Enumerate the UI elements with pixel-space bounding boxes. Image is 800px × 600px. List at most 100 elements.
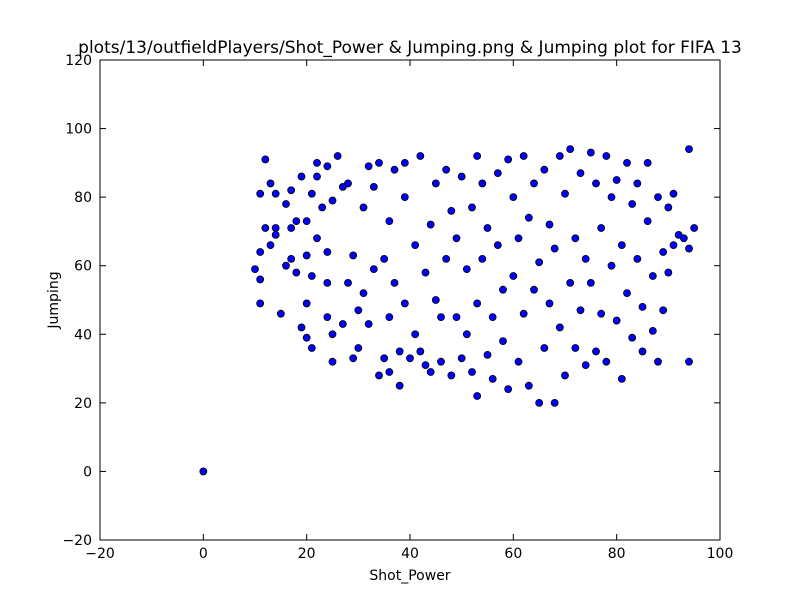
data-point — [509, 272, 518, 280]
y-tick-label: 60 — [74, 259, 92, 275]
data-point — [261, 155, 270, 164]
data-point — [406, 354, 414, 363]
data-point — [571, 344, 580, 352]
data-point — [550, 244, 559, 253]
data-point — [571, 234, 580, 243]
data-point — [411, 330, 420, 339]
data-point — [266, 241, 275, 250]
data-point — [282, 200, 290, 208]
data-point — [369, 182, 378, 191]
data-point — [199, 467, 208, 476]
data-point — [390, 278, 399, 287]
data-point — [256, 275, 265, 284]
data-point — [421, 361, 430, 370]
data-point — [328, 357, 337, 366]
data-point — [478, 254, 487, 263]
data-point — [612, 316, 621, 325]
data-point — [654, 357, 662, 366]
data-point — [597, 224, 606, 232]
data-point — [292, 217, 301, 226]
data-point — [524, 381, 533, 390]
data-point — [493, 241, 502, 250]
data-point — [519, 152, 528, 160]
data-point — [638, 302, 647, 311]
data-point — [664, 268, 673, 277]
data-point — [643, 217, 652, 226]
data-point — [468, 368, 476, 376]
data-point — [385, 313, 394, 322]
data-point — [473, 299, 482, 308]
data-point — [421, 268, 430, 277]
data-point — [628, 333, 637, 342]
data-point — [452, 234, 461, 243]
data-point — [555, 152, 564, 160]
data-point — [514, 234, 523, 243]
x-axis-label: Shot_Power — [369, 568, 450, 584]
data-point — [287, 224, 296, 232]
x-tick-label: 40 — [401, 546, 419, 562]
data-point — [654, 193, 662, 202]
data-point — [659, 306, 668, 315]
data-point — [271, 224, 280, 232]
data-point — [266, 179, 275, 188]
data-point — [307, 344, 316, 352]
data-point — [313, 234, 321, 243]
data-point — [679, 234, 688, 243]
data-point — [685, 244, 693, 253]
data-point — [431, 179, 440, 188]
data-point — [545, 220, 554, 229]
data-point — [364, 162, 373, 171]
data-point — [302, 333, 311, 342]
data-point — [271, 189, 280, 198]
data-point — [473, 152, 482, 160]
data-point — [256, 189, 265, 198]
data-point — [623, 158, 631, 167]
data-point — [504, 385, 513, 394]
data-point — [685, 145, 693, 154]
data-point — [550, 398, 559, 407]
data-point — [349, 251, 358, 260]
x-tick-label: −20 — [85, 546, 115, 562]
data-point — [447, 206, 456, 215]
data-point — [426, 368, 435, 376]
data-point — [488, 374, 497, 383]
data-point — [307, 272, 316, 280]
y-tick-label: 80 — [74, 190, 92, 206]
x-tick-label: 80 — [608, 546, 626, 562]
data-point — [457, 172, 466, 181]
data-point — [400, 158, 409, 167]
data-point — [307, 189, 316, 198]
data-point — [292, 268, 301, 277]
data-point — [602, 152, 611, 160]
y-tick-label: 120 — [65, 53, 92, 69]
y-tick-label: 40 — [74, 327, 92, 343]
data-point — [586, 278, 595, 287]
data-point — [411, 241, 420, 250]
data-point — [323, 248, 332, 256]
data-point — [514, 357, 523, 366]
data-point — [462, 265, 471, 274]
data-point — [328, 330, 337, 339]
data-point — [623, 289, 631, 298]
data-point — [302, 217, 311, 226]
data-point — [483, 224, 492, 232]
data-point — [380, 254, 389, 263]
data-point — [643, 158, 652, 167]
data-point — [364, 320, 373, 328]
data-point — [385, 368, 394, 376]
data-point — [499, 285, 507, 294]
data-point — [648, 272, 657, 280]
data-point — [519, 309, 528, 318]
data-point — [313, 158, 321, 167]
data-point — [447, 371, 456, 380]
data-point — [375, 371, 383, 380]
data-point — [545, 299, 554, 308]
data-point — [561, 371, 569, 380]
data-point — [323, 313, 332, 322]
data-point — [581, 361, 590, 370]
data-point — [400, 193, 409, 202]
data-point — [597, 309, 606, 318]
data-point — [633, 179, 642, 188]
data-point — [669, 189, 678, 198]
data-point — [395, 347, 404, 356]
